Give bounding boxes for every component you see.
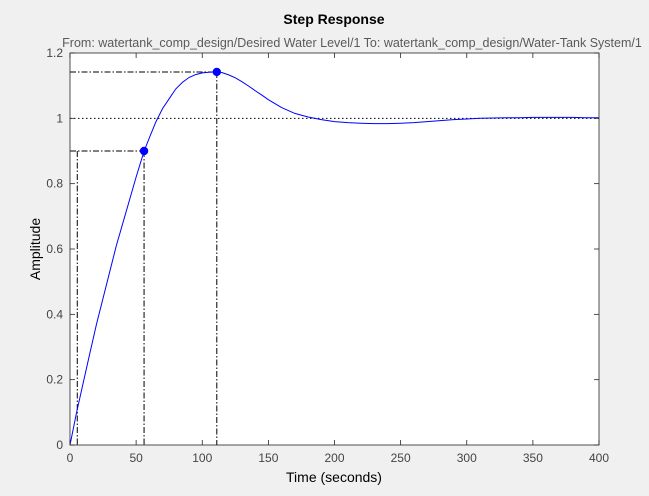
x-tick-label: 300 bbox=[457, 451, 477, 465]
y-tick-label: 0.2 bbox=[46, 373, 63, 387]
x-tick-label: 100 bbox=[192, 451, 212, 465]
y-axis-label: Amplitude bbox=[27, 218, 43, 280]
x-axis-label: Time (seconds) bbox=[286, 469, 382, 485]
y-tick-label: 0.8 bbox=[46, 177, 63, 191]
markers-group bbox=[139, 67, 221, 156]
peak-marker[interactable] bbox=[212, 67, 221, 77]
rise-time-marker[interactable] bbox=[139, 146, 149, 156]
chart-subtitle: From: watertank_comp_design/Desired Wate… bbox=[62, 36, 642, 50]
x-tick-label: 200 bbox=[324, 451, 344, 465]
x-tick-label: 350 bbox=[523, 451, 543, 465]
y-tick-label: 1 bbox=[56, 111, 63, 125]
y-tick-label: 1.2 bbox=[46, 46, 63, 60]
series-group bbox=[69, 71, 599, 446]
characteristic-guides bbox=[70, 71, 599, 445]
x-tick-label: 250 bbox=[391, 451, 411, 465]
plot-area bbox=[70, 53, 599, 445]
x-axis: 0 50 100 150 200 250 300 350 400 bbox=[67, 53, 609, 465]
x-tick-label: 400 bbox=[589, 451, 609, 465]
y-tick-label: 0.4 bbox=[46, 307, 63, 321]
step-response-line bbox=[69, 71, 599, 446]
x-tick-label: 150 bbox=[258, 451, 278, 465]
y-axis: 0 0.2 0.4 0.6 0.8 1 1.2 bbox=[46, 46, 599, 452]
y-tick-label: 0 bbox=[56, 438, 63, 452]
chart-title: Step Response bbox=[283, 11, 384, 27]
x-tick-label: 50 bbox=[129, 451, 143, 465]
x-tick-label: 0 bbox=[67, 451, 74, 465]
y-tick-label: 0.6 bbox=[46, 242, 63, 256]
